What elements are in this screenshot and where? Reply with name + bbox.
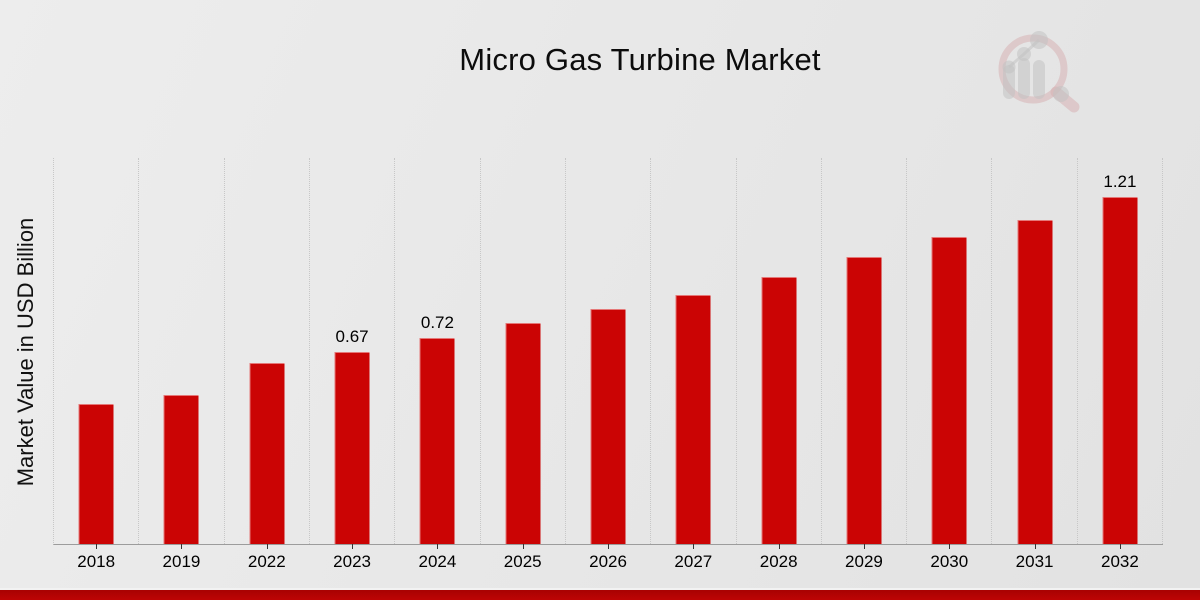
bar-value-label-2023: 0.67 [335,327,369,346]
x-axis-tick-2028 [778,544,780,549]
category-cell-2027: 2027 [651,158,737,571]
logo-handle-dot [1053,86,1069,102]
bar-value-label-2032: 1.21 [1103,172,1137,191]
x-axis-tick-2029 [863,544,865,549]
bar-2024 [419,338,455,544]
category-cell-2031: 2031 [992,158,1078,571]
x-axis-tick-2031 [1034,544,1036,549]
x-tick-label-2024: 2024 [418,552,457,571]
logo-dot-2 [1017,47,1031,61]
category-cell-2023: 0.67 2023 [310,158,396,571]
bar-2023 [334,352,370,544]
x-tick-label-2032: 2032 [1100,552,1139,571]
logo-dot-1 [1002,60,1016,74]
x-tick-label-2022: 2022 [247,552,286,571]
x-tick-label-2026: 2026 [589,552,627,571]
category-cell-2030: 2030 [907,158,993,571]
x-axis-tick-2019 [181,544,183,549]
logo-bar-3 [1033,60,1045,99]
logo-bar-2 [1018,58,1030,99]
category-cell-2024: 0.72 2024 [395,158,481,571]
category-cell-2026: 2026 [566,158,652,571]
category-cell-2028: 2028 [737,158,822,571]
magnifier-bar-chart-logo-icon [998,31,1080,113]
x-axis-tick-2022 [266,544,268,549]
x-tick-label-2027: 2027 [674,552,713,571]
bar-2031 [1017,220,1053,544]
x-axis-tick-2025 [522,544,524,549]
x-tick-label-2025: 2025 [503,552,542,571]
x-tick-label-2023: 2023 [333,552,372,571]
chart-title: Micro Gas Turbine Market [459,42,821,77]
logo-bar-1 [1003,65,1015,99]
bar-value-label-2024: 0.72 [420,313,454,332]
bar-2032 [1102,197,1138,544]
bar-2026 [590,309,626,544]
bar-2022 [249,363,285,544]
category-cell-2029: 2029 [822,158,908,571]
logo-dot-3 [1030,31,1048,49]
bar-2029 [846,257,882,544]
category-cell-2022: 2022 [225,158,310,571]
x-axis-tick-2027 [693,544,695,549]
bar-2030 [931,237,967,544]
bar-2018 [78,404,114,544]
x-axis-tick-2032 [1119,544,1121,549]
y-axis-title: Market Value in USD Billion [13,217,38,487]
plot-area: 2018 2019 2022 0.67 2023 0.72 2024 2025 2026 2027… [53,158,1164,571]
bottom-red-strip [0,588,1200,600]
x-tick-label-2018: 2018 [77,552,116,571]
logo-lens-circle [998,34,1068,104]
x-tick-label-2031: 2031 [1015,552,1054,571]
category-cell-2025: 2025 [481,158,566,571]
category-cell-2019: 2019 [139,158,225,571]
logo-trend-line [1008,38,1041,69]
x-tick-label-2019: 2019 [162,552,201,571]
x-tick-label-2029: 2029 [845,552,883,571]
x-axis-tick-2023 [352,544,354,549]
bar-cells-container: 2018 2019 2022 0.67 2023 0.72 2024 2025 2026 2027… [54,158,1164,571]
category-cell-2018: 2018 [54,158,140,571]
x-tick-label-2028: 2028 [759,552,798,571]
category-cell-2032: 1.21 2032 [1078,158,1164,571]
x-axis-tick-2018 [96,544,98,549]
bar-2027 [675,295,711,544]
bar-2025 [505,323,541,544]
x-axis-tick-2026 [608,544,610,549]
x-axis-tick-2030 [949,544,951,549]
x-tick-label-2030: 2030 [930,552,969,571]
bar-2019 [163,395,199,544]
x-axis-tick-2024 [437,544,439,549]
bar-2028 [761,277,797,544]
logo-handle [1050,86,1080,113]
